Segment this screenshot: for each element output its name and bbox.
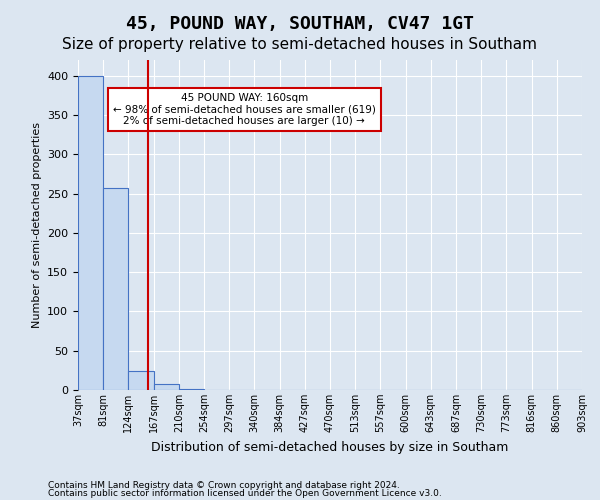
Text: 45 POUND WAY: 160sqm
← 98% of semi-detached houses are smaller (619)
2% of semi-: 45 POUND WAY: 160sqm ← 98% of semi-detac… (113, 93, 376, 126)
Bar (179, 389, 204, 390)
Text: Contains HM Land Registry data © Crown copyright and database right 2024.: Contains HM Land Registry data © Crown c… (48, 480, 400, 490)
Text: 45, POUND WAY, SOUTHAM, CV47 1GT: 45, POUND WAY, SOUTHAM, CV47 1GT (126, 15, 474, 33)
Bar (78, 76, 103, 390)
Bar (154, 384, 179, 390)
X-axis label: Distribution of semi-detached houses by size in Southam: Distribution of semi-detached houses by … (151, 440, 509, 454)
Text: Contains public sector information licensed under the Open Government Licence v3: Contains public sector information licen… (48, 489, 442, 498)
Text: Size of property relative to semi-detached houses in Southam: Size of property relative to semi-detach… (62, 38, 538, 52)
Bar (103, 188, 128, 390)
Bar (128, 371, 154, 390)
Y-axis label: Number of semi-detached properties: Number of semi-detached properties (32, 122, 41, 328)
